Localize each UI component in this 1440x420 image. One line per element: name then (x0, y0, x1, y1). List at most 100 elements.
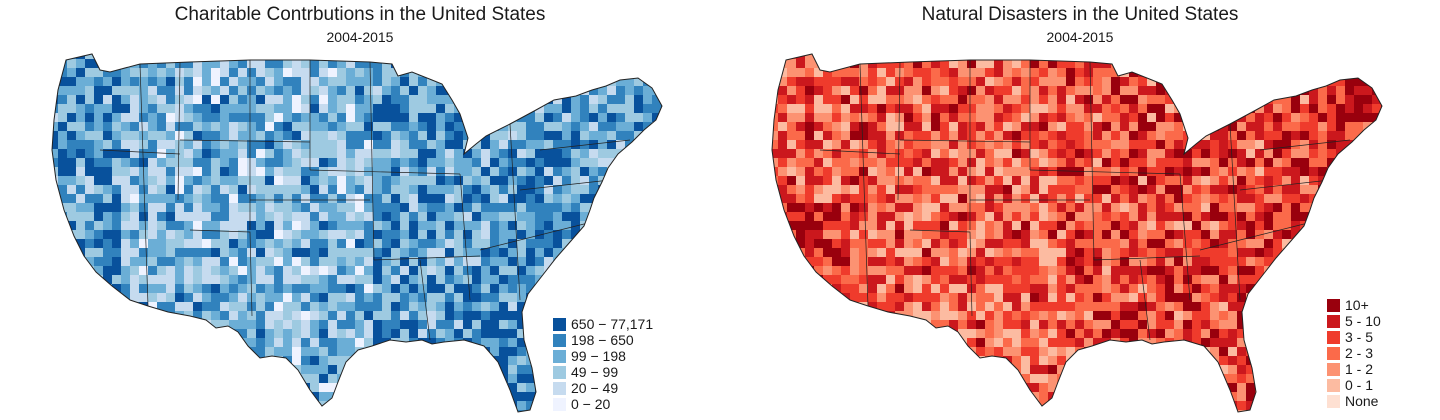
county-cell (508, 266, 517, 275)
county-cell (247, 239, 256, 248)
county-cell (373, 104, 382, 113)
county-cell (796, 257, 805, 266)
county-cell (346, 167, 355, 176)
county-cell (1363, 140, 1372, 149)
county-cell (202, 140, 211, 149)
county-cell (670, 95, 679, 104)
county-cell (1327, 149, 1336, 158)
county-cell (1372, 203, 1381, 212)
county-cell (373, 203, 382, 212)
county-cell (526, 248, 535, 257)
county-cell (1327, 257, 1336, 266)
county-cell (463, 347, 472, 356)
county-cell (1039, 212, 1048, 221)
county-cell (526, 113, 535, 122)
county-cell (994, 221, 1003, 230)
county-cell (247, 59, 256, 68)
county-cell (571, 185, 580, 194)
county-cell (418, 356, 427, 365)
county-cell (40, 158, 49, 167)
county-cell (112, 239, 121, 248)
county-cell (1147, 230, 1156, 239)
county-cell (634, 212, 643, 221)
county-cell (1372, 185, 1381, 194)
county-cell (472, 356, 481, 365)
county-cell (364, 266, 373, 275)
county-cell (796, 212, 805, 221)
county-cell (976, 194, 985, 203)
county-cell (607, 257, 616, 266)
county-cell (94, 54, 103, 59)
county-cell (445, 221, 454, 230)
county-cell (1336, 95, 1345, 104)
county-cell (1156, 212, 1165, 221)
county-cell (1246, 59, 1255, 68)
county-cell (1048, 257, 1057, 266)
county-cell (40, 392, 49, 401)
county-cell (904, 266, 913, 275)
county-cell (418, 131, 427, 140)
county-cell (472, 401, 481, 410)
county-cell (517, 329, 526, 338)
county-cell (1282, 230, 1291, 239)
county-cell (1246, 167, 1255, 176)
county-cell (229, 167, 238, 176)
county-cell (580, 257, 589, 266)
county-cell (661, 329, 662, 338)
county-cell (166, 266, 175, 275)
county-cell (283, 54, 292, 59)
county-cell (544, 230, 553, 239)
county-cell (121, 68, 130, 77)
county-cell (1273, 212, 1282, 221)
county-cell (1318, 77, 1327, 86)
county-cell (517, 311, 526, 320)
county-cell (544, 275, 553, 284)
county-cell (52, 284, 58, 293)
county-cell (490, 311, 499, 320)
county-cell (1048, 167, 1057, 176)
county-cell (1111, 212, 1120, 221)
county-cell (103, 86, 112, 95)
county-cell (1390, 266, 1399, 275)
county-cell (52, 239, 58, 248)
county-cell (544, 68, 553, 77)
state-boundary (539, 139, 631, 151)
county-cell (1129, 176, 1138, 185)
county-cell (238, 392, 247, 401)
county-cell (220, 365, 229, 374)
county-cell (1309, 275, 1318, 284)
county-cell (949, 203, 958, 212)
county-cell (1111, 95, 1120, 104)
county-cell (373, 329, 382, 338)
county-cell (661, 338, 662, 347)
county-cell (52, 329, 58, 338)
county-cell (148, 158, 157, 167)
county-cell (247, 104, 256, 113)
county-cell (202, 239, 211, 248)
county-cell (607, 284, 616, 293)
county-cell (1264, 257, 1273, 266)
county-cell (949, 230, 958, 239)
county-cell (1399, 185, 1400, 194)
county-cell (238, 149, 247, 158)
county-cell (607, 194, 616, 203)
county-cell (265, 95, 274, 104)
county-cell (364, 122, 373, 131)
county-cell (121, 311, 130, 320)
county-cell (76, 266, 85, 275)
county-cell (481, 77, 490, 86)
county-cell (319, 176, 328, 185)
county-cell (52, 158, 58, 167)
county-cell (139, 176, 148, 185)
county-cell (166, 122, 175, 131)
county-cell (166, 113, 175, 122)
county-cell (1237, 248, 1246, 257)
county-cell (859, 104, 868, 113)
county-cell (1048, 230, 1057, 239)
county-cell (1300, 212, 1309, 221)
county-cell (319, 149, 328, 158)
county-cell (1030, 266, 1039, 275)
county-cell (112, 158, 121, 167)
county-cell (1039, 248, 1048, 257)
county-cell (40, 311, 49, 320)
